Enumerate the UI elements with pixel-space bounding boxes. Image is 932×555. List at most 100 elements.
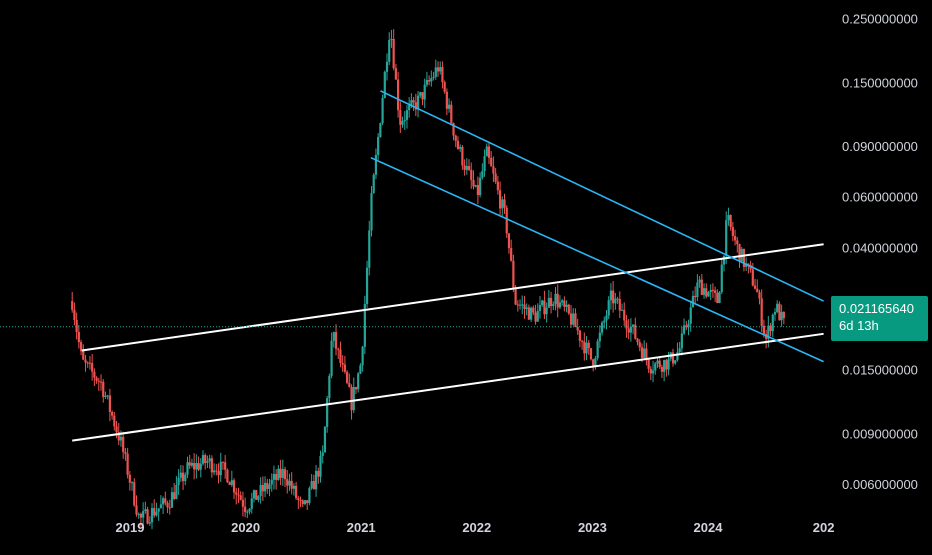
- last-price-value: 0.021165640: [839, 301, 914, 316]
- candle-body: [569, 313, 573, 325]
- candle: [742, 248, 746, 272]
- candle-body: [226, 469, 229, 483]
- candle: [554, 287, 557, 311]
- candle: [647, 357, 650, 373]
- candle-body: [148, 522, 151, 524]
- candle-body: [317, 470, 320, 477]
- candle: [530, 306, 533, 323]
- candle-body: [421, 92, 424, 100]
- candle-body: [738, 244, 741, 262]
- candle: [576, 318, 579, 335]
- candle: [122, 431, 125, 459]
- channel-lower-line[interactable]: [72, 332, 824, 442]
- candle-body: [414, 102, 417, 110]
- candle: [753, 278, 757, 290]
- candle-body: [126, 453, 129, 475]
- price-tick-label: 0.060000000: [842, 190, 918, 205]
- candle: [394, 63, 397, 80]
- candle-body: [301, 500, 304, 505]
- candle-body: [204, 455, 207, 463]
- candle-body: [97, 380, 100, 382]
- candle-body: [725, 220, 728, 256]
- candle-body: [780, 311, 783, 321]
- candle: [237, 487, 240, 504]
- candle-body: [512, 260, 515, 288]
- channel-upper-line[interactable]: [81, 243, 824, 352]
- price-tick-label: 0.150000000: [842, 75, 918, 90]
- candle-body: [266, 482, 269, 489]
- candle-body: [640, 347, 644, 358]
- candle: [212, 463, 216, 476]
- candle: [261, 476, 264, 501]
- candle: [773, 308, 777, 321]
- candle-body: [299, 499, 302, 501]
- candle-body: [658, 360, 661, 368]
- candle: [377, 133, 380, 160]
- candle-body: [244, 506, 247, 513]
- candle: [492, 156, 495, 183]
- candle-body: [361, 346, 364, 366]
- candle: [714, 286, 717, 302]
- candle-body: [319, 456, 322, 477]
- candle-body: [596, 341, 599, 359]
- candle: [210, 455, 213, 478]
- candle-body: [157, 508, 160, 512]
- candle-body: [476, 185, 480, 196]
- candle-body: [745, 263, 748, 267]
- candle-body: [279, 468, 282, 478]
- candle: [379, 122, 382, 138]
- candle: [729, 214, 732, 231]
- time-axis[interactable]: 2019 2020 2021 2022 2023 2024 202: [116, 520, 835, 535]
- trend-upper-line[interactable]: [380, 90, 824, 302]
- candle-body: [248, 508, 251, 512]
- candle: [691, 290, 695, 308]
- candle-body: [150, 508, 154, 523]
- candle-body: [155, 511, 158, 516]
- drawing-lines-group[interactable]: [72, 90, 824, 442]
- candle: [545, 302, 548, 323]
- candle-body: [73, 309, 76, 321]
- candle: [456, 136, 460, 150]
- candle-body: [443, 82, 446, 92]
- candle: [279, 459, 282, 485]
- candle-body: [392, 38, 395, 69]
- trend-lower-line[interactable]: [370, 156, 824, 363]
- candle-body: [368, 230, 371, 268]
- candle: [645, 342, 648, 366]
- candle-body: [538, 305, 542, 311]
- candle: [91, 354, 94, 381]
- candle-body: [99, 381, 103, 383]
- candle: [157, 508, 160, 521]
- candle: [166, 500, 169, 514]
- candle: [678, 341, 681, 354]
- candle: [403, 111, 406, 130]
- time-tick-label: 2021: [347, 520, 376, 535]
- candle: [148, 516, 151, 526]
- candle-body: [292, 485, 295, 489]
- candle-body: [286, 479, 289, 486]
- candle: [142, 502, 145, 527]
- candle-body: [685, 325, 688, 328]
- candle: [173, 483, 176, 501]
- candle: [321, 445, 324, 464]
- candle: [718, 291, 721, 304]
- candle: [328, 373, 331, 405]
- candle: [423, 78, 426, 108]
- candle-body: [609, 290, 613, 301]
- candle: [181, 465, 185, 490]
- candle-body: [206, 461, 209, 463]
- candle-body: [623, 309, 626, 321]
- candle: [184, 472, 187, 486]
- candle-body: [308, 488, 311, 504]
- candle-body: [117, 432, 120, 441]
- candle-body: [665, 360, 668, 370]
- candle: [396, 72, 400, 118]
- candle: [252, 489, 256, 503]
- candle-body: [718, 292, 721, 303]
- candle: [204, 453, 207, 470]
- candle: [144, 501, 147, 514]
- candle: [195, 454, 198, 479]
- candle: [627, 319, 630, 340]
- candle: [607, 296, 610, 320]
